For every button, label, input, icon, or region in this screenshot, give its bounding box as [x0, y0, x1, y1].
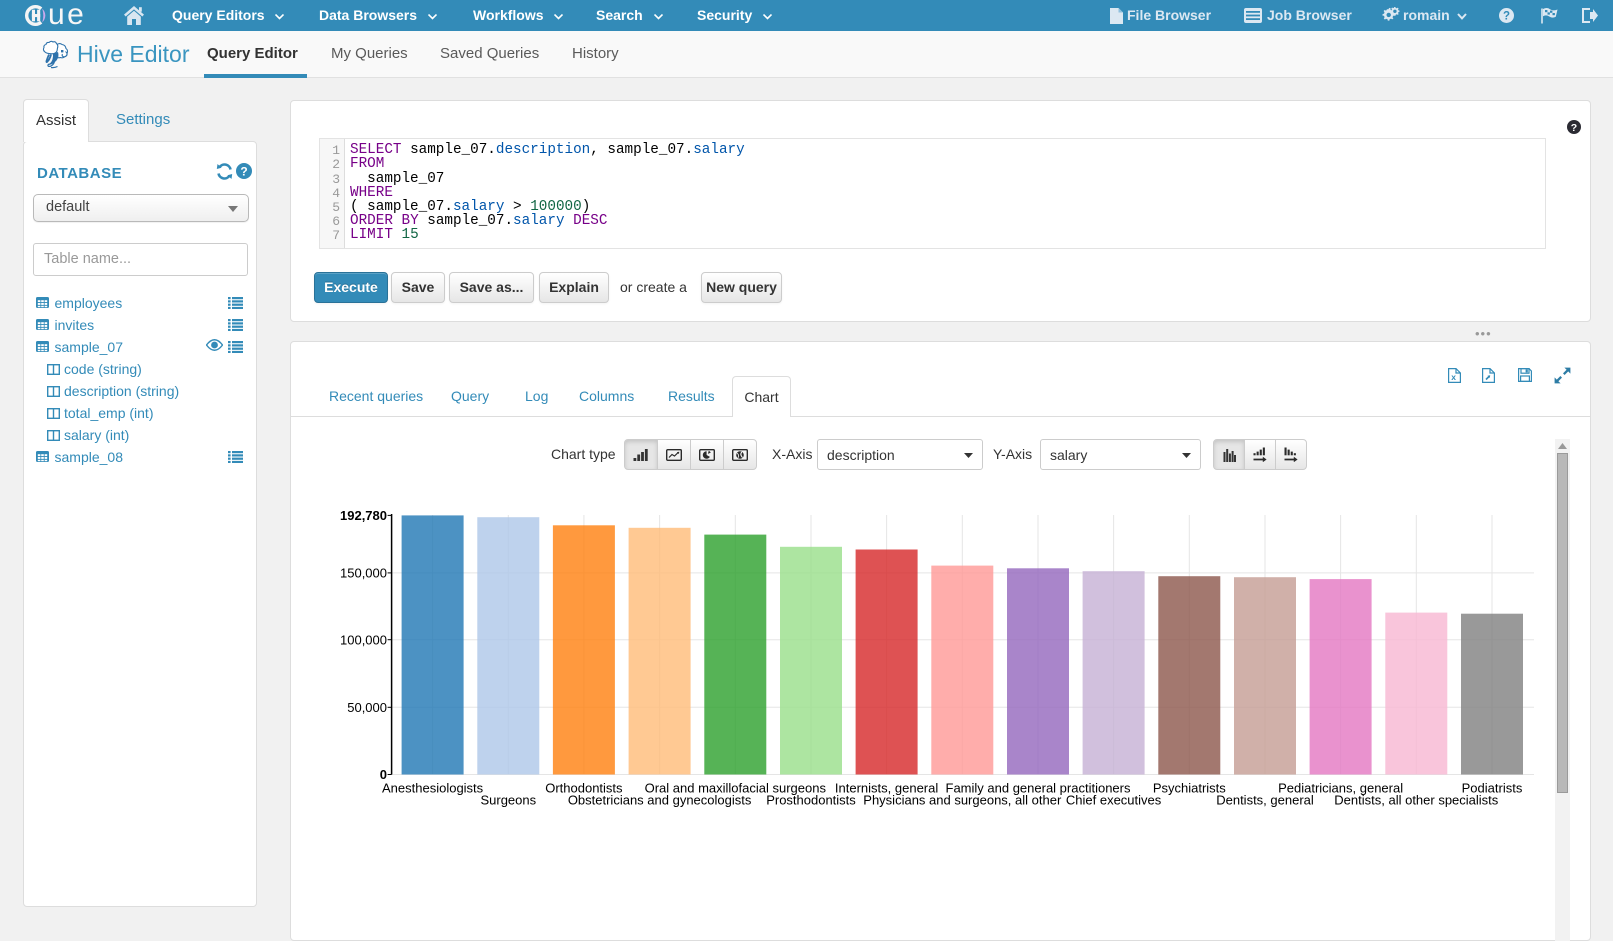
svg-text:150,000: 150,000: [340, 566, 387, 581]
svg-text:50,000: 50,000: [347, 700, 387, 715]
svg-text:Psychiatrists: Psychiatrists: [1153, 780, 1226, 795]
svg-text:Obstetricians and gynecologist: Obstetricians and gynecologists: [568, 793, 752, 808]
svg-text:?: ?: [240, 164, 247, 178]
svg-text:?: ?: [1571, 122, 1577, 134]
svg-text:x: x: [1451, 372, 1456, 382]
svg-text:Oral and maxillofacial surgeon: Oral and maxillofacial surgeons: [645, 780, 827, 795]
svg-text:192,780: 192,780: [340, 508, 387, 523]
svg-text:Physicians and surgeons, all o: Physicians and surgeons, all other: [863, 793, 1062, 808]
svg-text:Surgeons: Surgeons: [480, 793, 536, 808]
svg-text:Podiatrists: Podiatrists: [1462, 780, 1523, 795]
svg-text:100,000: 100,000: [340, 632, 387, 647]
svg-text:Orthodontists: Orthodontists: [545, 780, 623, 795]
svg-text:Internists, general: Internists, general: [835, 780, 938, 795]
svg-text:0: 0: [380, 767, 387, 782]
svg-text:Prosthodontists: Prosthodontists: [766, 793, 856, 808]
svg-text:Anesthesiologists: Anesthesiologists: [382, 780, 484, 795]
svg-text:?: ?: [1503, 11, 1510, 23]
svg-text:Pediatricians, general: Pediatricians, general: [1278, 780, 1403, 795]
svg-text:Dentists, all other specialist: Dentists, all other specialists: [1334, 793, 1499, 808]
svg-text:Family and general practitione: Family and general practitioners: [946, 780, 1131, 795]
svg-text:Dentists, general: Dentists, general: [1216, 793, 1314, 808]
svg-text:ue: ue: [48, 0, 86, 31]
svg-text:Chief executives: Chief executives: [1066, 793, 1162, 808]
